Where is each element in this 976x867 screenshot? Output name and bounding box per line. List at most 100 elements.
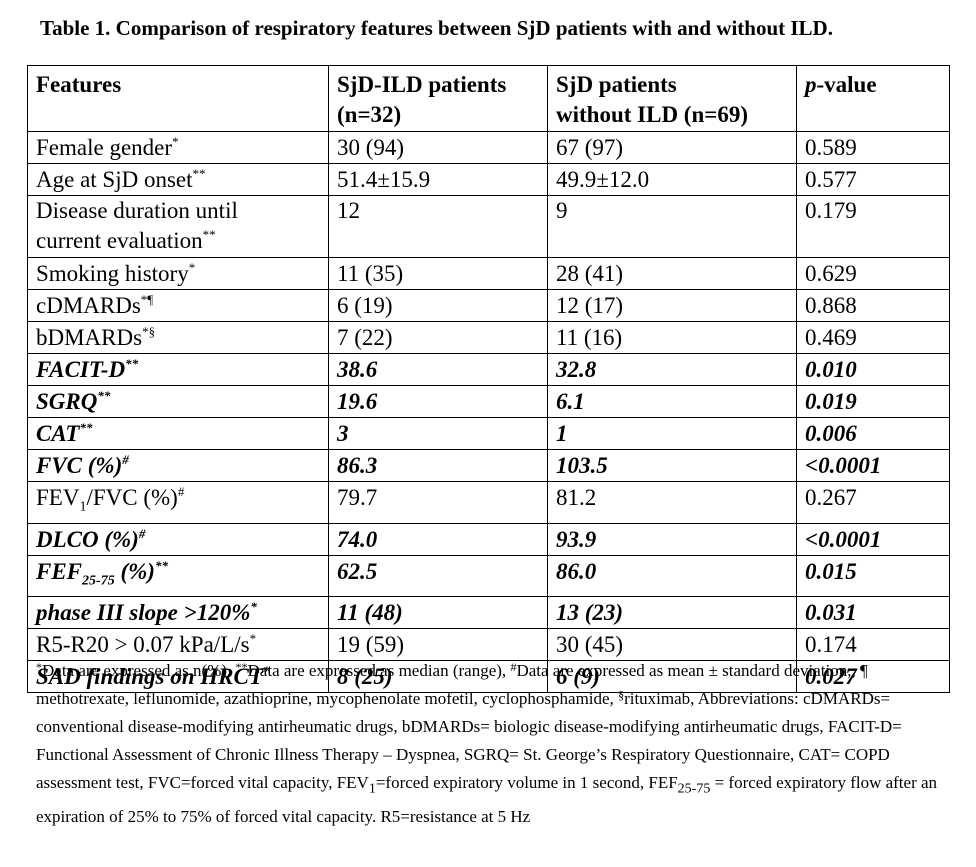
feature-cell: SAD findings on HRCT* [27, 660, 329, 694]
feature-label: FEF [36, 558, 83, 584]
footnote-text: =forced expiratory volume in 1 second, F… [375, 773, 678, 792]
feature-cell: SGRQ** [27, 385, 329, 418]
noild-value: 103.5 [547, 449, 797, 482]
noild-value: 6 (9) [547, 660, 797, 694]
feature-cell: Smoking history* [27, 257, 329, 290]
footnote-mark: ** [192, 166, 206, 181]
footnote-subscript: 1 [368, 781, 376, 797]
ild-value: 19 (59) [328, 628, 548, 662]
header-ild: SjD-ILD patients (n=32) [328, 65, 548, 132]
feature-subscript: 25-75 [82, 573, 115, 589]
feature-cell: DLCO (%)# [27, 522, 329, 556]
footnote-mark: ** [235, 660, 248, 674]
ild-value: 30 (94) [328, 131, 548, 164]
table-row: FEF25-75 (%)** 62.5 86.0 0.015 [27, 554, 950, 598]
table-row: Smoking history* 11 (35) 28 (41) 0.629 [27, 257, 950, 290]
feature-label-line2: current evaluation [36, 228, 203, 253]
feature-label: phase III slope >120% [36, 600, 251, 626]
feature-cell: Female gender* [27, 131, 329, 164]
feature-label: Age at SjD onset [36, 167, 193, 192]
footnote-text: Data are expressed as median (range), [247, 661, 511, 680]
feature-cell: FEV1/FVC (%)# [27, 481, 329, 524]
footnote-mark: ** [202, 227, 216, 242]
table-row: Female gender* 30 (94) 67 (97) 0.589 [27, 131, 950, 164]
p-value: 0.868 [796, 289, 950, 322]
table-row: DLCO (%)# 74.0 93.9 <0.0001 [27, 522, 950, 556]
table-row: SAD findings on HRCT* 8 (25) 6 (9) 0.027 [27, 660, 950, 694]
feature-label: SAD findings on HRCT [36, 664, 263, 690]
noild-value: 93.9 [547, 522, 797, 556]
ild-value: 6 (19) [328, 289, 548, 322]
ild-value: 8 (25) [328, 660, 548, 694]
p-value: 0.469 [796, 321, 950, 354]
ild-value: 3 [328, 417, 548, 450]
table-row: FEV1/FVC (%)# 79.7 81.2 0.267 [27, 481, 950, 524]
table-row: FACIT-D** 38.6 32.8 0.010 [27, 353, 950, 386]
footnote-mark: § [618, 688, 625, 702]
footnote-mark: * [262, 663, 270, 679]
ild-value: 38.6 [328, 353, 548, 386]
p-value: 0.015 [796, 554, 950, 598]
feature-label: FACIT-D [36, 357, 126, 382]
ild-value: 79.7 [328, 481, 548, 524]
feature-cell: Age at SjD onset** [27, 163, 329, 196]
footnote-mark: * [36, 660, 42, 674]
table-row: cDMARDs*¶ 6 (19) 12 (17) 0.868 [27, 289, 950, 322]
noild-value: 49.9±12.0 [547, 163, 797, 196]
table-row: bDMARDs*§ 7 (22) 11 (16) 0.469 [27, 321, 950, 354]
footnote-mark: # [510, 660, 517, 674]
header-features: Features [27, 65, 329, 132]
footnote-mark: # [177, 484, 185, 499]
ild-value: 7 (22) [328, 321, 548, 354]
feature-cell: Disease duration until current evaluation… [27, 195, 329, 258]
feature-label: SGRQ [36, 389, 98, 414]
feature-cell: R5-R20 > 0.07 kPa/L/s* [27, 628, 329, 662]
p-value: 0.629 [796, 257, 950, 290]
footnote-text: Data are expressed as mean ± standard de… [516, 661, 860, 680]
table-row: R5-R20 > 0.07 kPa/L/s* 19 (59) 30 (45) 0… [27, 628, 950, 662]
feature-label: bDMARDs [36, 325, 143, 350]
p-value: <0.0001 [796, 522, 950, 556]
feature-label-suffix: /FVC (%) [86, 485, 178, 510]
feature-cell: bDMARDs*§ [27, 321, 329, 354]
table-row: SGRQ** 19.6 6.1 0.019 [27, 385, 950, 418]
table-row: FVC (%)# 86.3 103.5 <0.0001 [27, 449, 950, 482]
noild-value: 12 (17) [547, 289, 797, 322]
noild-value: 11 (16) [547, 321, 797, 354]
feature-cell: FVC (%)# [27, 449, 329, 482]
ild-value: 19.6 [328, 385, 548, 418]
footnote-mark: *§ [142, 324, 156, 339]
noild-value: 81.2 [547, 481, 797, 524]
noild-value: 6.1 [547, 385, 797, 418]
footnote-mark: # [138, 525, 146, 541]
noild-value: 32.8 [547, 353, 797, 386]
p-value: 0.006 [796, 417, 950, 450]
footnote-text: rituximab, Abbreviations: cDMARDs= conve… [36, 689, 902, 792]
p-value: <0.0001 [796, 449, 950, 482]
table-row: CAT** 3 1 0.006 [27, 417, 950, 450]
table-title: Table 1. Comparison of respiratory featu… [40, 16, 833, 40]
feature-cell: FEF25-75 (%)** [27, 554, 329, 598]
noild-value: 13 (23) [547, 596, 797, 630]
table-row: phase III slope >120%* 11 (48) 13 (23) 0… [27, 596, 950, 630]
table-header-row: Features SjD-ILD patients (n=32) SjD pati… [27, 65, 950, 132]
header-p-rest: -value [816, 72, 877, 97]
header-noild-line1: SjD patients [556, 72, 677, 97]
footnote-mark: * [249, 631, 257, 647]
ild-value: 74.0 [328, 522, 548, 556]
p-value: 0.027 [796, 660, 950, 694]
footnote-mark: * [250, 599, 257, 615]
header-ild-line2: (n=32) [337, 102, 402, 127]
noild-value: 30 (45) [547, 628, 797, 662]
ild-value: 11 (35) [328, 257, 548, 290]
feature-cell: CAT** [27, 417, 329, 450]
footnote-mark: ** [79, 420, 93, 435]
feature-label: R5-R20 > 0.07 kPa/L/s [36, 632, 250, 658]
table-row: Age at SjD onset** 51.4±15.9 49.9±12.0 0… [27, 163, 950, 196]
feature-subscript: 1 [79, 499, 87, 515]
footnote-mark: ** [154, 557, 168, 573]
feature-label: CAT [36, 421, 80, 446]
footnote-text: = forced expiratory flow after an expira… [36, 773, 938, 827]
footnote-subscript: 25-75 [677, 781, 711, 797]
feature-label: Female gender [36, 135, 173, 160]
